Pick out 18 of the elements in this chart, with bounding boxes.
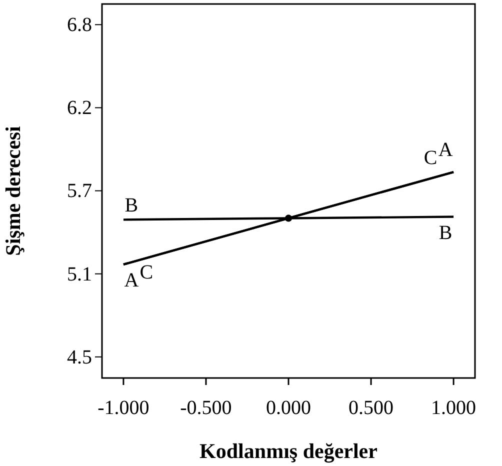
text: A: [438, 139, 453, 162]
x-tick-label: 1.000: [431, 397, 476, 419]
series-label: A: [124, 269, 140, 292]
y-tick-label: 5.1: [67, 263, 92, 286]
x-tick-label: -0.500: [180, 397, 232, 419]
series-label: C: [140, 261, 154, 284]
text: C: [424, 147, 438, 170]
x-tick-label: -1.000: [98, 397, 150, 419]
y-tick-label: 5.7: [67, 180, 92, 202]
x-tick-label: 0.000: [266, 397, 311, 419]
series-label: B: [124, 194, 138, 217]
x-axis-title: Kodlanmış değerler: [200, 439, 378, 463]
y-tick-label: 6.8: [67, 14, 92, 36]
y-tick-label: 6.2: [67, 97, 92, 120]
y-tick-label: 4.5: [67, 346, 92, 368]
x-tick-label: 0.500: [348, 397, 394, 419]
text: B: [438, 222, 452, 244]
y-axis-title: Şişme derecesi: [1, 126, 25, 256]
